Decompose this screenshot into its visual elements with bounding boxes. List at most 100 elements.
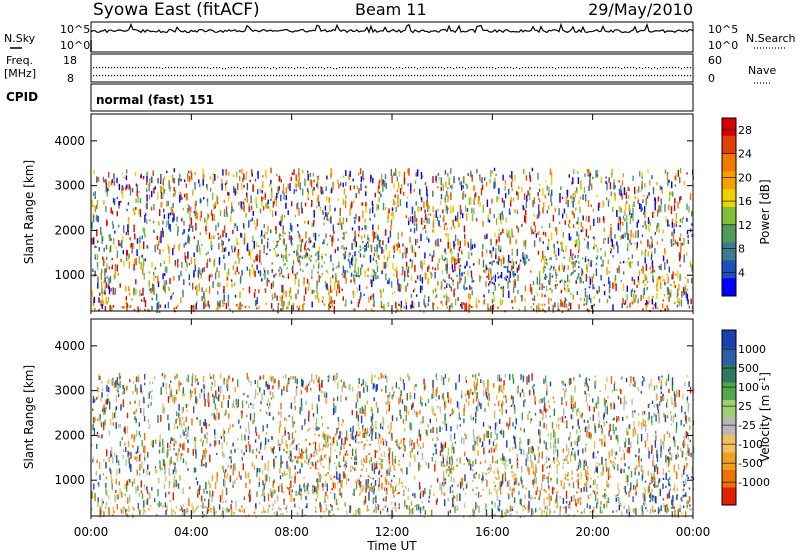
scatter-cell — [595, 262, 598, 265]
scatter-cell — [405, 299, 407, 305]
scatter-cell — [302, 380, 305, 385]
scatter-cell — [537, 211, 540, 219]
nave-dot — [285, 75, 287, 77]
scatter-cell — [473, 473, 475, 479]
scatter-cell — [493, 282, 495, 285]
scatter-cell — [403, 177, 406, 185]
scatter-cell — [234, 188, 236, 196]
scatter-cell — [323, 303, 326, 306]
scatter-cell — [343, 255, 346, 260]
scatter-cell — [369, 208, 371, 214]
scatter-cell — [135, 198, 137, 203]
scatter-cell — [283, 290, 285, 296]
scatter-cell — [538, 430, 540, 436]
scatter-cell — [95, 245, 97, 248]
scatter-cell — [262, 480, 264, 486]
scatter-cell — [200, 274, 202, 279]
scatter-cell — [587, 246, 589, 250]
scatter-cell — [592, 452, 594, 458]
scatter-cell — [188, 498, 190, 507]
scatter-cell — [509, 237, 512, 245]
scatter-cell — [510, 405, 513, 408]
scatter-cell — [241, 434, 243, 441]
scatter-cell — [242, 463, 244, 471]
scatter-cell — [630, 213, 633, 219]
scatter-cell — [389, 466, 392, 472]
scatter-cell — [516, 209, 519, 214]
scatter-cell — [261, 196, 263, 202]
scatter-cell — [92, 424, 94, 431]
scatter-cell — [225, 500, 227, 504]
scatter-cell — [426, 236, 428, 240]
scatter-cell — [464, 304, 466, 312]
scatter-cell — [109, 419, 112, 426]
scatter-cell — [296, 272, 299, 275]
scatter-cell — [625, 188, 627, 194]
scatter-cell — [542, 254, 545, 260]
scatter-cell — [634, 186, 636, 195]
scatter-cell — [623, 260, 625, 264]
scatter-cell — [453, 175, 455, 183]
scatter-cell — [218, 306, 221, 309]
scatter-cell — [664, 414, 667, 423]
nave-dot — [186, 75, 188, 77]
scatter-cell — [167, 301, 170, 309]
freq-dot — [684, 67, 686, 69]
scatter-cell — [396, 189, 399, 193]
scatter-cell — [96, 177, 98, 182]
scatter-cell — [355, 274, 357, 277]
freq-dot — [270, 68, 272, 70]
scatter-cell — [270, 182, 272, 186]
nave-dot — [282, 75, 284, 77]
scatter-cell — [371, 463, 373, 472]
scatter-cell — [329, 301, 331, 310]
scatter-cell — [185, 255, 187, 263]
scatter-cell — [612, 418, 614, 421]
scatter-cell — [322, 484, 324, 492]
scatter-cell — [248, 472, 250, 476]
scatter-cell — [592, 415, 595, 421]
scatter-cell — [281, 275, 284, 278]
scatter-cell — [103, 258, 105, 267]
scatter-cell — [271, 269, 273, 273]
scatter-cell — [511, 265, 513, 271]
scatter-cell — [301, 207, 303, 214]
scatter-cell — [217, 300, 219, 307]
y-tick-label: 4000 — [54, 134, 85, 148]
scatter-cell — [543, 463, 545, 466]
scatter-cell — [363, 293, 365, 296]
scatter-cell — [638, 460, 640, 468]
scatter-cell — [376, 250, 378, 259]
nave-dot — [684, 75, 686, 77]
scatter-cell — [442, 454, 444, 458]
scatter-cell — [239, 509, 241, 512]
scatter-cell — [327, 288, 329, 292]
scatter-cell — [508, 277, 510, 282]
scatter-cell — [295, 174, 297, 182]
scatter-cell — [416, 438, 419, 444]
scatter-cell — [441, 269, 444, 275]
scatter-cell — [538, 204, 540, 212]
scatter-cell — [168, 467, 170, 475]
scatter-cell — [556, 456, 558, 462]
scatter-cell — [166, 266, 168, 273]
nave-dot — [528, 75, 530, 77]
scatter-cell — [570, 451, 573, 456]
scatter-cell — [250, 380, 252, 386]
scatter-cell — [419, 398, 422, 405]
scatter-cell — [460, 209, 462, 215]
scatter-cell — [662, 441, 665, 450]
scatter-cell — [649, 266, 651, 270]
scatter-cell — [460, 394, 463, 399]
freq-dot — [423, 67, 425, 69]
scatter-cell — [580, 229, 582, 233]
scatter-cell — [366, 385, 369, 392]
scatter-cell — [444, 280, 446, 283]
scatter-cell — [105, 181, 107, 189]
scatter-cell — [398, 446, 400, 450]
scatter-cell — [319, 209, 322, 212]
scatter-cell — [656, 278, 659, 281]
scatter-cell — [670, 289, 672, 296]
scatter-cell — [308, 253, 310, 259]
